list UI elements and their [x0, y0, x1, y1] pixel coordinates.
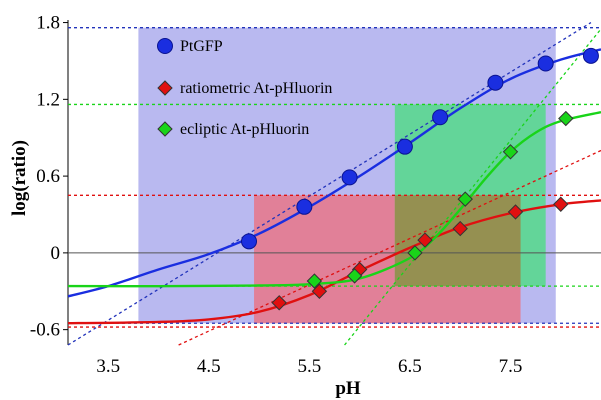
y-tick-label: -0.6: [30, 320, 60, 341]
data-point-series-3: [502, 144, 519, 160]
x-tick-label: 6.5: [398, 356, 422, 377]
range-boxes: [138, 27, 556, 324]
range-overlap: [394, 195, 521, 287]
legend-label-3: ecliptic At-pHluorin: [180, 121, 309, 138]
legend-label-1: PtGFP: [180, 38, 223, 55]
data-point-series-3: [457, 191, 473, 207]
diagonal-reference-line: [344, 28, 601, 346]
legend-marker-1: [157, 38, 173, 54]
data-point-series-1: [582, 47, 599, 64]
data-point-series-2: [452, 220, 468, 237]
data-point-series-3: [346, 268, 363, 284]
data-point-series-3: [558, 110, 574, 127]
data-point-series-3: [306, 273, 323, 289]
y-axis-title: log(ratio): [9, 140, 30, 216]
legend-marker-3: [157, 121, 173, 137]
data-point-series-1: [487, 74, 504, 91]
data-point-series-2: [507, 204, 524, 220]
data-point-series-2: [311, 283, 328, 299]
data-markers: [241, 47, 599, 311]
data-point-series-1: [296, 198, 313, 215]
x-tick-label: 4.5: [197, 356, 221, 377]
x-tick-label: 5.5: [297, 356, 321, 377]
x-tick-label: 7.5: [499, 356, 523, 377]
legend-marker-2: [157, 80, 173, 96]
y-tick-label: 0.6: [36, 166, 60, 187]
legend: PtGFP ratiometric At-pHluorin ecliptic At-…: [157, 38, 332, 138]
data-point-series-3: [407, 245, 423, 261]
data-point-series-2: [271, 295, 287, 311]
data-point-series-1: [241, 233, 258, 250]
y-tick-label: 0: [51, 243, 61, 264]
data-point-series-1: [396, 138, 413, 155]
axes: [63, 20, 601, 345]
reference-lines: [67, 22, 601, 346]
tick-labels: -0.6 0 0.6 1.2 1.8 3.5 4.5 5.5 6.5 7.5: [30, 13, 522, 377]
y-tick-label: 1.8: [36, 13, 60, 34]
diagonal-reference-line: [67, 22, 592, 346]
data-point-series-1: [341, 169, 358, 186]
data-point-series-2: [553, 196, 569, 212]
fit-curve-1: [68, 48, 601, 298]
data-point-series-2: [417, 232, 433, 248]
y-tick-label: 1.2: [36, 89, 60, 110]
data-point-series-1: [432, 109, 449, 126]
legend-label-2: ratiometric At-pHluorin: [180, 80, 332, 97]
data-point-series-1: [537, 55, 554, 72]
x-axis-title: pH: [335, 378, 361, 399]
x-tick-label: 3.5: [96, 356, 120, 377]
